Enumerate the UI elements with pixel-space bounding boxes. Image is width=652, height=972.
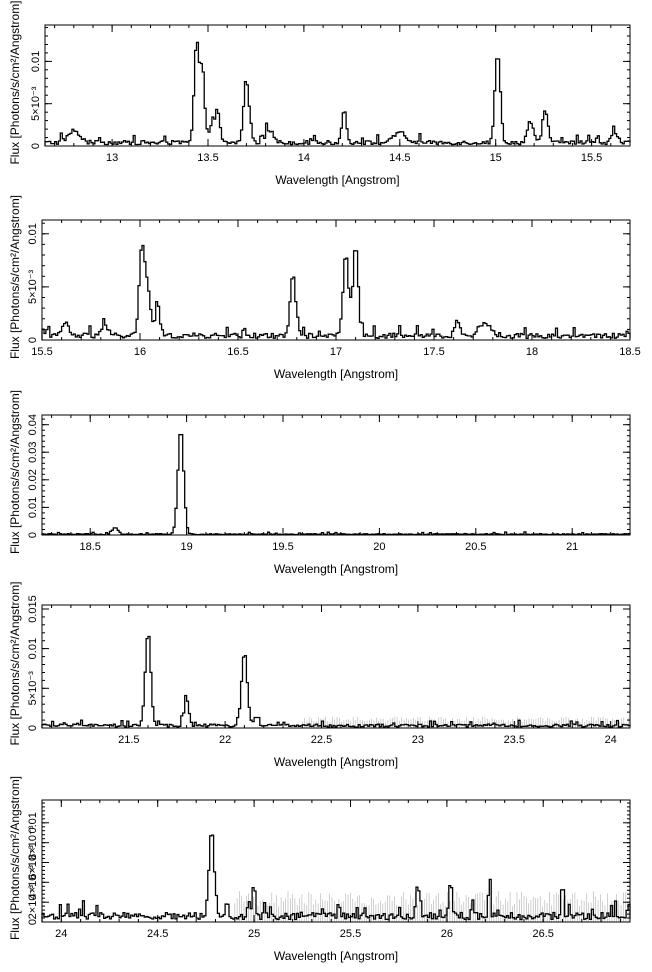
x-tick-label: 19.5: [272, 541, 293, 553]
x-tick-label: 16.5: [227, 346, 248, 358]
y-tick-label: 0: [27, 725, 39, 731]
plot-frame: [41, 219, 631, 341]
x-tick-label: 15.5: [31, 346, 52, 358]
y-tick-label: 0.01: [27, 223, 39, 244]
y-tick-label: 0.015: [27, 595, 39, 623]
x-tick-label: 23.5: [504, 734, 525, 746]
x-tick-label: 22.5: [311, 734, 332, 746]
y-tick-label: 5×10⁻³: [30, 86, 42, 121]
x-tick-label: 25: [248, 928, 260, 940]
x-tick-label: 17: [330, 346, 342, 358]
plot-frame: [44, 24, 631, 147]
x-tick-label: 14: [298, 152, 310, 164]
x-tick-label: 13: [106, 152, 118, 164]
x-axis-label: Wavelength [Angstrom]: [274, 562, 398, 576]
y-tick-label: 6×10⁻³: [27, 845, 39, 880]
y-tick-label: 0.01: [27, 638, 39, 659]
y-tick-label: 0.03: [27, 441, 39, 462]
x-tick-label: 20: [373, 541, 385, 553]
y-tick-label: 0: [27, 919, 39, 925]
x-tick-label: 13.5: [197, 152, 218, 164]
x-tick-label: 24: [605, 734, 617, 746]
x-tick-label: 23: [412, 734, 424, 746]
y-axis-label: Flux [Photons/s/cm²/Angstrom]: [8, 581, 22, 745]
x-tick-label: 24: [55, 928, 67, 940]
chart-panel-4: 21.5 22 22.5 23 23.5 24 0 5×10⁻³ 0.01 0.015 Wavele…: [8, 581, 631, 769]
x-tick-label: 21.5: [118, 734, 139, 746]
spectrum-line: [41, 834, 631, 922]
x-tick-label: 18: [526, 346, 538, 358]
y-tick-label: 0.02: [27, 469, 39, 490]
x-tick-label: 26.5: [532, 928, 553, 940]
y-axis-label: Flux [Photons/s/cm²/Angstrom]: [8, 776, 22, 940]
spectrum-line: [44, 41, 631, 146]
x-tick-label: 18.5: [619, 346, 640, 358]
chart-panel-1: 13 13.5 14 14.5 15 15.5 0 5×10⁻³ 0.01 Wavelength …: [8, 0, 631, 187]
spectrum-line: [41, 244, 631, 340]
x-tick-label: 17.5: [423, 346, 444, 358]
y-tick-label: 0.01: [27, 497, 39, 518]
y-tick-label: 0.01: [30, 51, 42, 72]
x-axis-label: Wavelength [Angstrom]: [274, 367, 398, 381]
y-tick-label: 0.01: [27, 812, 39, 833]
x-tick-label: 20.5: [465, 541, 486, 553]
x-tick-label: 14.5: [389, 152, 410, 164]
x-tick-label: 18.5: [79, 541, 100, 553]
chart-panel-5: 24 24.5 25 25.5 26 26.5 02×10⁻³4×10⁻³6×10⁻³8×1…: [8, 776, 631, 963]
x-tick-label: 19: [180, 541, 192, 553]
y-tick-label: 5×10⁻³: [27, 671, 39, 706]
x-tick-label: 15: [490, 152, 502, 164]
y-tick-label: 0: [27, 532, 39, 538]
y-tick-label: 2×10⁻³: [27, 885, 39, 920]
y-axis-label: Flux [Photons/s/cm²/Angstrom]: [8, 0, 22, 164]
spectrum-line: [41, 635, 631, 728]
x-axis-label: Wavelength [Angstrom]: [274, 755, 398, 769]
x-axis-label: Wavelength [Angstrom]: [274, 949, 398, 963]
chart-panel-3: 18.5 19 19.5 20 20.5 21 0 0.01 0.02 0.03 0.04 Wavel…: [8, 390, 631, 576]
y-tick-label: 5×10⁻³: [27, 269, 39, 304]
plot-frame: [41, 604, 631, 729]
plot-frame: [41, 799, 631, 923]
y-axis-label: Flux [Photons/s/cm²/Angstrom]: [8, 390, 22, 554]
y-tick-label: 0: [27, 337, 39, 343]
y-tick-label: 0.04: [27, 414, 39, 435]
x-axis-label: Wavelength [Angstrom]: [275, 173, 399, 187]
y-tick-label: 0: [30, 143, 42, 149]
y-axis-label: Flux [Photons/s/cm²/Angstrom]: [8, 195, 22, 359]
x-tick-label: 22: [219, 734, 231, 746]
chart-panel-2: 15.5 16 16.5 17 17.5 18 18.5 0 5×10⁻³ 0.01 Wavelen…: [8, 195, 641, 381]
y-tick-label: 8×10⁻³: [27, 825, 39, 860]
x-tick-label: 15.5: [581, 152, 602, 164]
x-tick-label: 24.5: [147, 928, 168, 940]
x-tick-label: 25.5: [340, 928, 361, 940]
spectrum-line: [41, 434, 631, 536]
x-tick-label: 16: [134, 346, 146, 358]
x-tick-label: 21: [566, 541, 578, 553]
plot-frame: [41, 414, 631, 536]
y-tick-label: 4×10⁻³: [27, 865, 39, 900]
x-tick-label: 26: [441, 928, 453, 940]
